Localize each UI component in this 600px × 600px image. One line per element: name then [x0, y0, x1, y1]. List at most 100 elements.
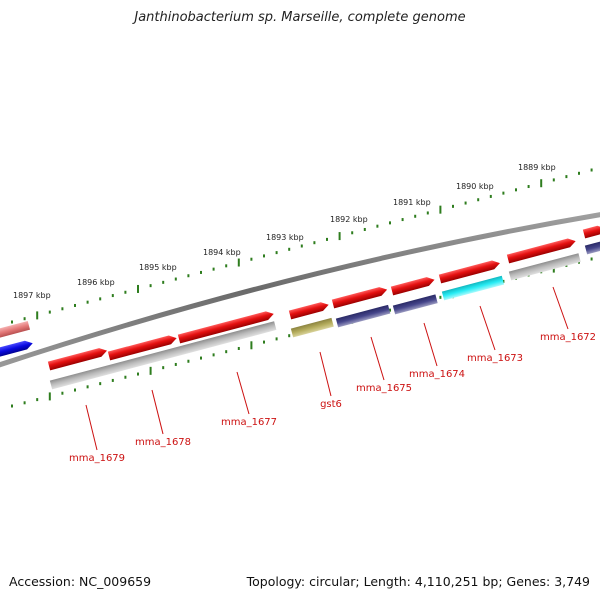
inner-scale-tick	[99, 382, 102, 386]
gene-arrow-blue[interactable]	[0, 339, 34, 358]
genome-summary-text: Topology: circular; Length: 4,110,251 bp…	[246, 574, 590, 589]
inner-scale-tick	[590, 257, 593, 261]
gene-label[interactable]: mma_1672	[540, 332, 596, 343]
gene-leader-line	[479, 305, 496, 351]
outer-scale-tick	[578, 171, 580, 175]
gene-leader-line	[423, 322, 438, 367]
inner-scale-tick	[225, 350, 228, 354]
outer-scale-tick	[363, 227, 366, 231]
outer-scale-tick	[86, 300, 89, 304]
inner-scale-tick	[23, 401, 26, 405]
inner-scale-tick	[275, 337, 278, 341]
outer-scale-tick	[200, 270, 202, 274]
cds-bar-mma-1674[interactable]	[392, 294, 438, 315]
inner-scale-tick	[11, 404, 13, 408]
gene-leader-line	[85, 404, 98, 451]
inner-scale-tick	[111, 378, 114, 382]
inner-scale-tick	[187, 359, 190, 363]
outer-scale-tick	[263, 254, 265, 258]
outer-scale-tick	[426, 211, 429, 215]
scale-label: 1892 kbp	[330, 215, 368, 224]
gene-label[interactable]: mma_1677	[221, 417, 277, 428]
gene-label[interactable]: mma_1679	[69, 453, 125, 464]
inner-scale-tick	[200, 356, 202, 360]
gene-label[interactable]: mma_1675	[356, 383, 412, 394]
outer-scale-tick	[124, 290, 127, 294]
inner-scale-tick	[137, 372, 139, 376]
outer-scale-tick	[149, 284, 152, 288]
inner-scale-tick	[212, 353, 215, 357]
cds-bar-gst6[interactable]	[290, 317, 334, 338]
map-title: Janthinobacterium sp. Marseille, complet…	[134, 10, 466, 25]
outer-scale-tick	[439, 205, 442, 214]
outer-scale-tick	[414, 214, 417, 218]
scale-label: 1896 kbp	[77, 278, 115, 287]
cds-bar-mma-1675-a[interactable]	[335, 304, 391, 328]
gene-arrow-mma-1677[interactable]	[177, 310, 275, 344]
inner-scale-tick	[48, 392, 51, 401]
outer-scale-tick	[326, 237, 328, 241]
outer-scale-tick	[250, 257, 253, 261]
outer-scale-tick	[99, 297, 102, 301]
gene-arrow-pink[interactable]	[0, 320, 31, 339]
inner-scale-tick	[162, 366, 165, 370]
accession-text: Accession: NC_009659	[9, 574, 152, 589]
outer-scale-tick	[376, 224, 379, 228]
gene-label[interactable]: mma_1678	[135, 437, 191, 448]
outer-scale-tick	[389, 221, 391, 225]
inner-scale-tick	[502, 279, 505, 283]
outer-scale-tick	[74, 303, 76, 307]
gene-label[interactable]: gst6	[320, 399, 342, 410]
outer-scale-tick	[477, 198, 480, 202]
gene-arrow-mma-1674[interactable]	[390, 275, 436, 296]
outer-scale-tick	[187, 274, 190, 278]
cds-bar-mma-1673[interactable]	[441, 275, 505, 301]
outer-scale-tick	[540, 179, 543, 188]
gene-arrow-mma-1678[interactable]	[107, 334, 178, 361]
outer-scale-tick	[36, 311, 39, 320]
gene-arrow-mma-1672[interactable]	[506, 237, 577, 264]
outer-scale-tick	[527, 185, 530, 189]
gene-leader-line	[151, 389, 164, 435]
cds-bar-mma-1672[interactable]	[508, 253, 581, 281]
gene-arrow-mma-1675[interactable]	[331, 285, 388, 309]
outer-scale-tick	[489, 194, 492, 198]
outer-scale-tick	[464, 201, 467, 205]
outer-scale-tick	[300, 244, 303, 248]
outer-scale-tick	[515, 188, 517, 192]
outer-scale-tick	[48, 310, 51, 314]
scale-label: 1894 kbp	[203, 248, 241, 257]
chromosome-backbone	[0, 212, 600, 368]
inner-scale-tick	[439, 295, 442, 299]
outer-scale-tick	[288, 247, 291, 251]
outer-scale-tick	[401, 218, 404, 222]
gene-leader-line	[370, 336, 385, 381]
inner-scale-tick	[149, 366, 152, 375]
cds-bar-edge[interactable]	[584, 240, 600, 255]
scale-label: 1893 kbp	[266, 233, 304, 242]
gene-leader-line	[319, 351, 332, 397]
inner-scale-tick	[288, 334, 291, 338]
inner-scale-tick	[74, 388, 76, 392]
inner-scale-tick	[389, 308, 391, 312]
outer-scale-tick	[275, 251, 278, 255]
scale-label: 1897 kbp	[13, 291, 51, 300]
gene-arrow-mma-1673[interactable]	[438, 259, 501, 284]
inner-scale-tick	[263, 340, 265, 344]
cds-bar-mma-1677[interactable]	[49, 321, 277, 390]
gene-arrow-edge[interactable]	[582, 224, 600, 239]
outer-scale-tick	[502, 191, 505, 195]
outer-scale-tick	[61, 307, 64, 311]
gene-label[interactable]: mma_1673	[467, 353, 523, 364]
scale-label: 1889 kbp	[518, 163, 556, 172]
inner-scale-tick	[124, 375, 127, 379]
outer-scale-tick	[225, 264, 228, 268]
gene-arrow-mma-1679[interactable]	[47, 346, 108, 371]
outer-scale-tick	[590, 168, 593, 172]
gene-label[interactable]: mma_1674	[409, 369, 465, 380]
gene-arrow-gst6[interactable]	[288, 300, 330, 320]
outer-scale-tick	[162, 280, 165, 284]
outer-scale-tick	[338, 232, 341, 241]
outer-scale-tick	[174, 277, 177, 281]
